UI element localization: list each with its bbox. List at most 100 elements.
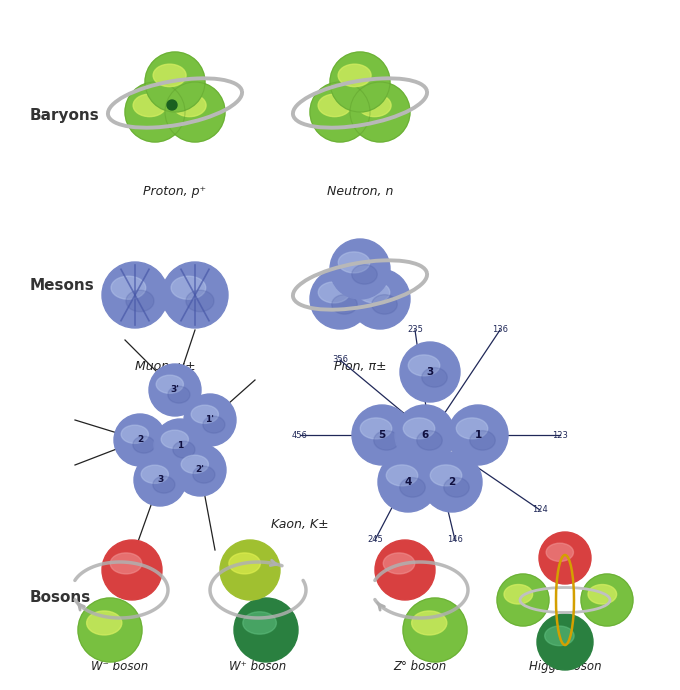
Circle shape xyxy=(149,364,201,416)
Text: 2: 2 xyxy=(448,477,456,487)
Ellipse shape xyxy=(191,405,218,424)
Text: 146: 146 xyxy=(447,535,463,544)
Ellipse shape xyxy=(86,611,122,635)
Ellipse shape xyxy=(372,295,397,314)
Ellipse shape xyxy=(181,455,209,473)
Text: 1': 1' xyxy=(205,415,214,424)
Ellipse shape xyxy=(173,94,206,117)
Ellipse shape xyxy=(400,477,425,497)
Text: 6: 6 xyxy=(422,430,428,440)
Text: Baryons: Baryons xyxy=(30,108,100,123)
Text: Pion, π±: Pion, π± xyxy=(334,360,386,373)
Ellipse shape xyxy=(168,386,190,403)
Circle shape xyxy=(174,444,226,496)
Circle shape xyxy=(350,82,410,142)
Ellipse shape xyxy=(186,290,214,312)
Circle shape xyxy=(184,394,236,446)
Ellipse shape xyxy=(332,295,357,314)
Circle shape xyxy=(422,452,482,512)
Circle shape xyxy=(167,100,177,110)
Circle shape xyxy=(234,598,298,662)
Ellipse shape xyxy=(110,553,141,574)
Text: Neutron, n: Neutron, n xyxy=(327,185,393,198)
Ellipse shape xyxy=(141,465,169,484)
Circle shape xyxy=(400,342,460,402)
Text: 3: 3 xyxy=(426,367,434,377)
Circle shape xyxy=(154,419,206,471)
Circle shape xyxy=(162,262,228,328)
Ellipse shape xyxy=(243,612,276,634)
Circle shape xyxy=(145,52,205,112)
Ellipse shape xyxy=(408,355,440,376)
Ellipse shape xyxy=(126,290,154,312)
Text: 1: 1 xyxy=(475,430,481,440)
Text: 356: 356 xyxy=(332,355,348,364)
Circle shape xyxy=(395,405,455,465)
Ellipse shape xyxy=(318,282,350,303)
Ellipse shape xyxy=(430,465,462,486)
Ellipse shape xyxy=(444,477,469,497)
Text: 124: 124 xyxy=(532,506,548,515)
Circle shape xyxy=(537,614,593,670)
Ellipse shape xyxy=(133,436,155,453)
Ellipse shape xyxy=(153,476,175,493)
Text: 235: 235 xyxy=(407,326,423,335)
Text: 123: 123 xyxy=(552,431,568,440)
Ellipse shape xyxy=(203,416,225,433)
Circle shape xyxy=(403,598,467,662)
Ellipse shape xyxy=(360,418,392,439)
Text: 5: 5 xyxy=(378,430,386,440)
Text: 456: 456 xyxy=(292,431,308,440)
Text: 4: 4 xyxy=(405,477,411,487)
Ellipse shape xyxy=(358,282,390,303)
Circle shape xyxy=(102,540,162,600)
Text: 245: 245 xyxy=(367,535,383,544)
Circle shape xyxy=(165,82,225,142)
Text: Proton, p⁺: Proton, p⁺ xyxy=(143,185,207,198)
Text: Mesons: Mesons xyxy=(30,278,95,293)
Ellipse shape xyxy=(161,430,188,448)
Text: Higgs boson: Higgs boson xyxy=(528,660,601,673)
Circle shape xyxy=(378,452,438,512)
Ellipse shape xyxy=(193,466,215,483)
Circle shape xyxy=(581,574,633,626)
Ellipse shape xyxy=(318,94,351,117)
Text: 1: 1 xyxy=(177,440,183,449)
Circle shape xyxy=(125,82,185,142)
Ellipse shape xyxy=(588,584,617,604)
Ellipse shape xyxy=(386,465,418,486)
Text: 136: 136 xyxy=(492,326,508,335)
Ellipse shape xyxy=(111,276,146,299)
Circle shape xyxy=(310,82,370,142)
Ellipse shape xyxy=(411,611,447,635)
Ellipse shape xyxy=(121,425,148,444)
Ellipse shape xyxy=(153,64,186,87)
Circle shape xyxy=(375,540,435,600)
Circle shape xyxy=(448,405,508,465)
Ellipse shape xyxy=(470,431,495,450)
Ellipse shape xyxy=(374,431,399,450)
Circle shape xyxy=(330,52,390,112)
Ellipse shape xyxy=(422,368,447,387)
Text: Bosons: Bosons xyxy=(30,590,91,605)
Ellipse shape xyxy=(358,94,391,117)
Circle shape xyxy=(497,574,549,626)
Circle shape xyxy=(114,414,166,466)
Ellipse shape xyxy=(156,375,184,393)
Ellipse shape xyxy=(546,543,573,562)
Circle shape xyxy=(78,598,142,662)
Ellipse shape xyxy=(504,584,532,604)
Circle shape xyxy=(330,239,390,299)
Text: 2': 2' xyxy=(196,466,205,475)
Circle shape xyxy=(352,405,412,465)
Ellipse shape xyxy=(338,252,370,273)
Text: W⁺ boson: W⁺ boson xyxy=(229,660,287,673)
Ellipse shape xyxy=(384,553,415,574)
Ellipse shape xyxy=(403,418,435,439)
Circle shape xyxy=(310,269,370,329)
Text: 3: 3 xyxy=(157,475,163,484)
Ellipse shape xyxy=(173,441,195,458)
Ellipse shape xyxy=(545,626,574,646)
Ellipse shape xyxy=(417,431,442,450)
Ellipse shape xyxy=(338,64,371,87)
